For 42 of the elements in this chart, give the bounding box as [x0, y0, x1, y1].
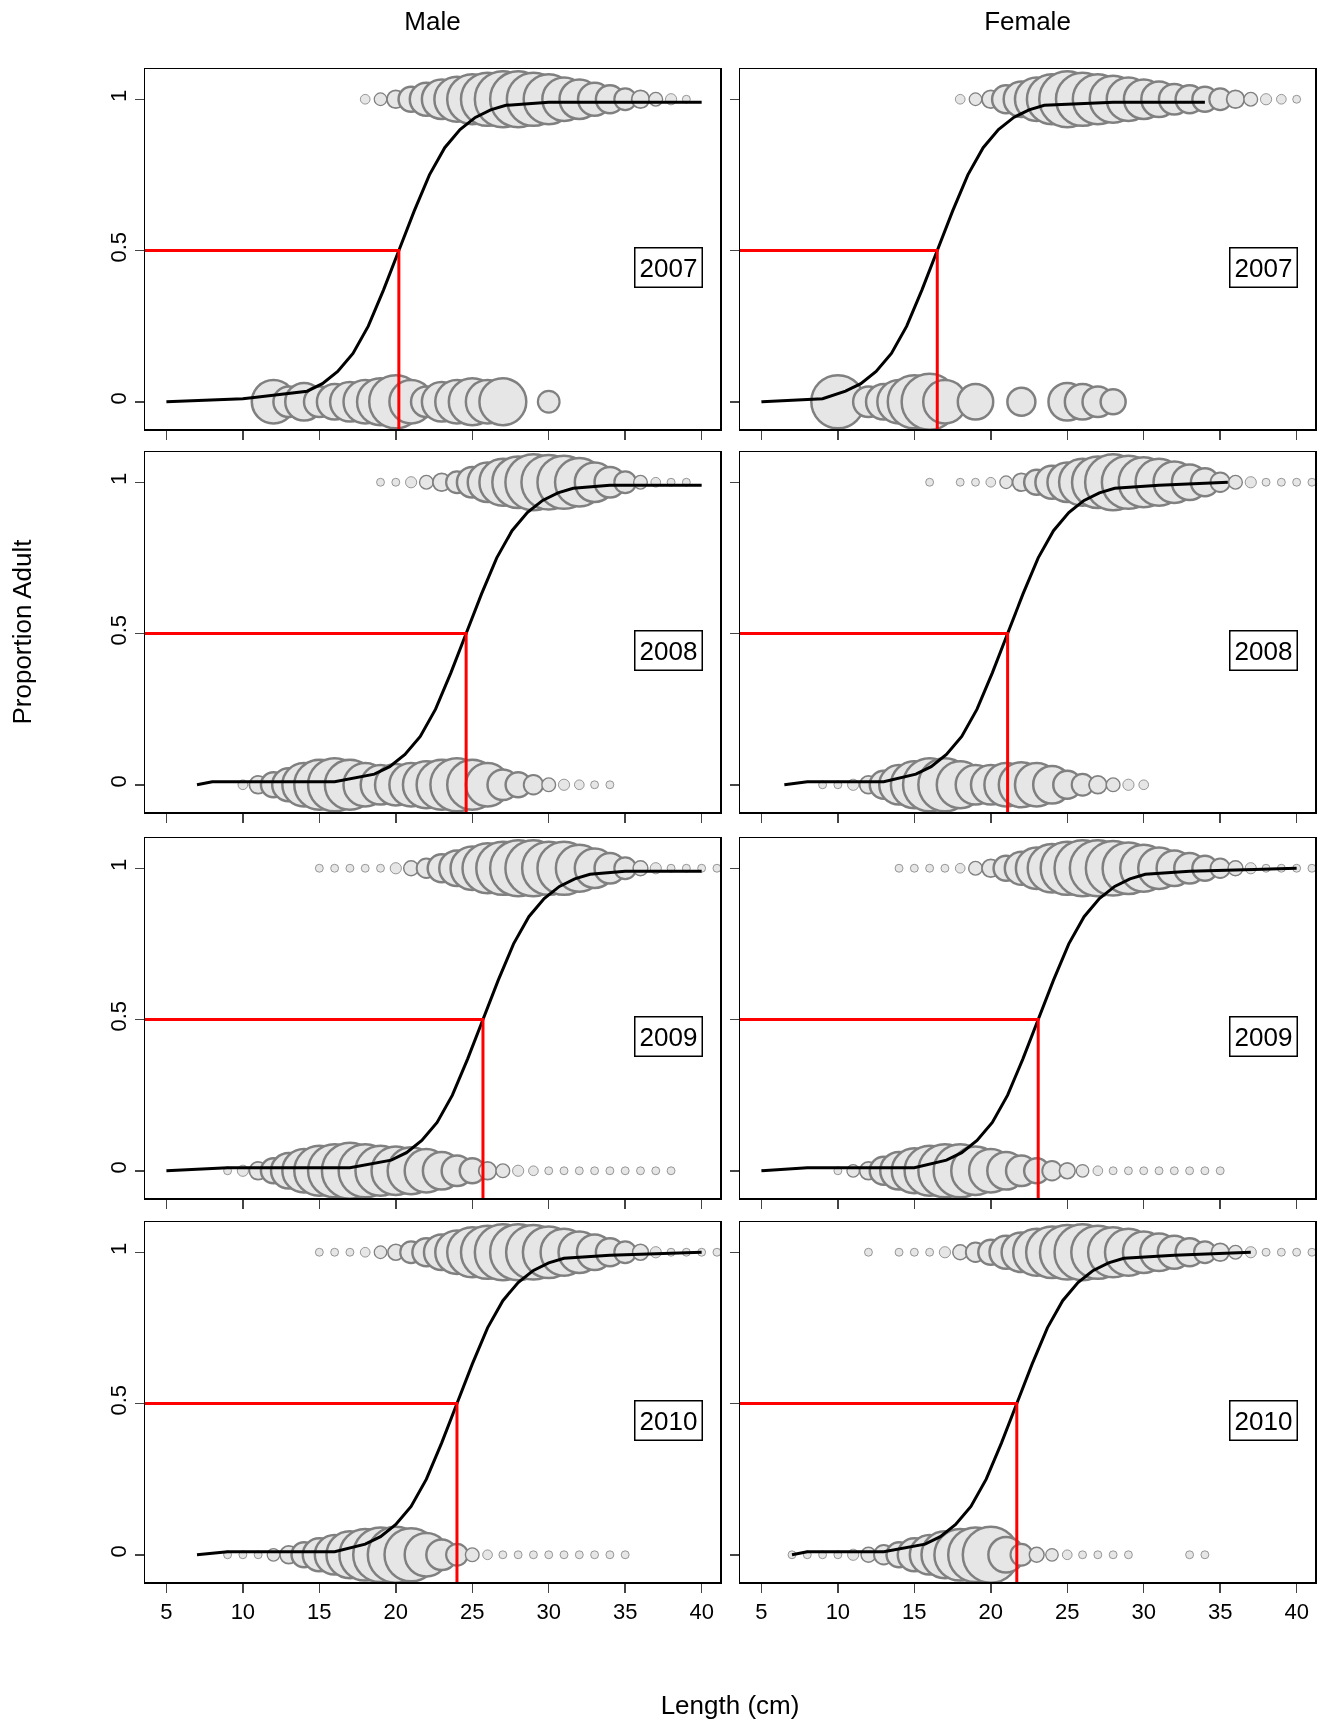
x-tick-label: 20 [978, 1598, 1004, 1624]
y-tick-label: 1 [105, 472, 131, 486]
annotation: 2010 [1234, 1405, 1293, 1436]
chart-title: Female [984, 5, 1071, 36]
y-tick-label: 0.5 [105, 231, 131, 263]
x-tick-label: 30 [1131, 1598, 1156, 1624]
y-tick-label: 0.5 [105, 1384, 131, 1416]
x-tick-label: 35 [1207, 1598, 1233, 1624]
annotation: 2008 [1234, 635, 1293, 666]
x-tick-label: 30 [536, 1598, 561, 1624]
x-tick-label: 25 [1055, 1598, 1080, 1624]
x-tick-label: 40 [689, 1598, 714, 1624]
x-tick-label: 5 [755, 1598, 768, 1624]
x-tick-label: 15 [307, 1598, 332, 1624]
annotation: 2009 [639, 1021, 698, 1052]
annotation: 2009 [1234, 1021, 1293, 1052]
y-tick-label: 1 [105, 89, 131, 103]
line-series [195, 483, 704, 787]
x-tick-label: 25 [460, 1598, 485, 1624]
annotation: 2010 [639, 1405, 698, 1436]
x-tick-label: 15 [902, 1598, 927, 1624]
annotation: 2008 [639, 635, 698, 666]
x-tick-label: 35 [612, 1598, 638, 1624]
annotation: 2007 [639, 252, 698, 283]
y-tick-label: 1 [105, 858, 131, 872]
x-axis-title: Length (cm) [660, 1689, 800, 1721]
y-tick-label: 0 [105, 1161, 131, 1174]
chart-title: Male [404, 5, 461, 36]
y-tick-label: 0 [105, 1545, 131, 1558]
x-tick-label: 5 [160, 1598, 173, 1624]
x-tick-label: 10 [825, 1598, 851, 1624]
y-tick-label: 0 [105, 392, 131, 405]
y-axis-title: Proportion Adult [6, 539, 38, 725]
line-series [164, 100, 704, 404]
x-tick-label: 10 [230, 1598, 256, 1624]
y-tick-label: 0 [105, 775, 131, 788]
y-tick-label: 0.5 [105, 1000, 131, 1032]
y-tick-label: 1 [105, 1242, 131, 1256]
x-tick-label: 40 [1284, 1598, 1309, 1624]
y-tick-label: 0.5 [105, 614, 131, 646]
annotation: 2007 [1234, 252, 1293, 283]
x-tick-label: 20 [383, 1598, 409, 1624]
